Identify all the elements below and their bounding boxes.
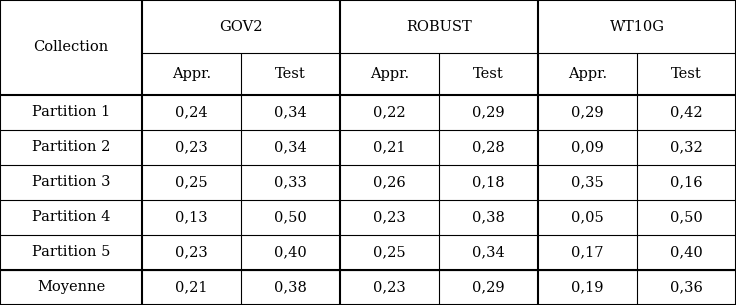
Text: 0,13: 0,13 (175, 210, 208, 224)
Text: 0,09: 0,09 (571, 140, 604, 154)
Text: 0,34: 0,34 (473, 246, 505, 259)
Text: 0,29: 0,29 (473, 105, 505, 119)
Text: 0,26: 0,26 (373, 175, 406, 189)
Text: 0,29: 0,29 (473, 281, 505, 294)
Text: WT10G: WT10G (609, 20, 665, 34)
Text: 0,28: 0,28 (473, 140, 505, 154)
Text: 0,50: 0,50 (670, 210, 703, 224)
Text: 0,42: 0,42 (670, 105, 703, 119)
Text: 0,25: 0,25 (373, 246, 406, 259)
Text: 0,23: 0,23 (373, 281, 406, 294)
Text: GOV2: GOV2 (219, 20, 263, 34)
Text: 0,35: 0,35 (571, 175, 604, 189)
Text: ROBUST: ROBUST (406, 20, 472, 34)
Text: 0,34: 0,34 (275, 105, 307, 119)
Text: 0,21: 0,21 (175, 281, 208, 294)
Text: 0,23: 0,23 (373, 210, 406, 224)
Text: 0,19: 0,19 (571, 281, 604, 294)
Text: 0,21: 0,21 (373, 140, 406, 154)
Text: 0,05: 0,05 (571, 210, 604, 224)
Text: 0,22: 0,22 (373, 105, 406, 119)
Text: 0,29: 0,29 (571, 105, 604, 119)
Text: Appr.: Appr. (370, 67, 409, 81)
Text: Test: Test (275, 67, 306, 81)
Text: Appr.: Appr. (172, 67, 211, 81)
Text: 0,16: 0,16 (670, 175, 703, 189)
Text: 0,38: 0,38 (472, 210, 505, 224)
Text: Appr.: Appr. (568, 67, 607, 81)
Text: Partition 5: Partition 5 (32, 246, 110, 259)
Text: 0,34: 0,34 (275, 140, 307, 154)
Text: Partition 2: Partition 2 (32, 140, 110, 154)
Text: Partition 3: Partition 3 (32, 175, 110, 189)
Text: 0,25: 0,25 (175, 175, 208, 189)
Text: Partition 1: Partition 1 (32, 105, 110, 119)
Text: 0,36: 0,36 (670, 281, 703, 294)
Text: 0,32: 0,32 (670, 140, 703, 154)
Text: 0,40: 0,40 (275, 246, 307, 259)
Text: 0,24: 0,24 (175, 105, 208, 119)
Text: 0,38: 0,38 (274, 281, 307, 294)
Text: Collection: Collection (33, 40, 109, 54)
Text: 0,17: 0,17 (571, 246, 604, 259)
Text: 0,23: 0,23 (175, 140, 208, 154)
Text: 0,18: 0,18 (473, 175, 505, 189)
Text: Test: Test (473, 67, 504, 81)
Text: 0,33: 0,33 (274, 175, 307, 189)
Text: Moyenne: Moyenne (37, 281, 105, 294)
Text: 0,40: 0,40 (670, 246, 703, 259)
Text: 0,50: 0,50 (275, 210, 307, 224)
Text: Partition 4: Partition 4 (32, 210, 110, 224)
Text: 0,23: 0,23 (175, 246, 208, 259)
Text: Test: Test (671, 67, 702, 81)
